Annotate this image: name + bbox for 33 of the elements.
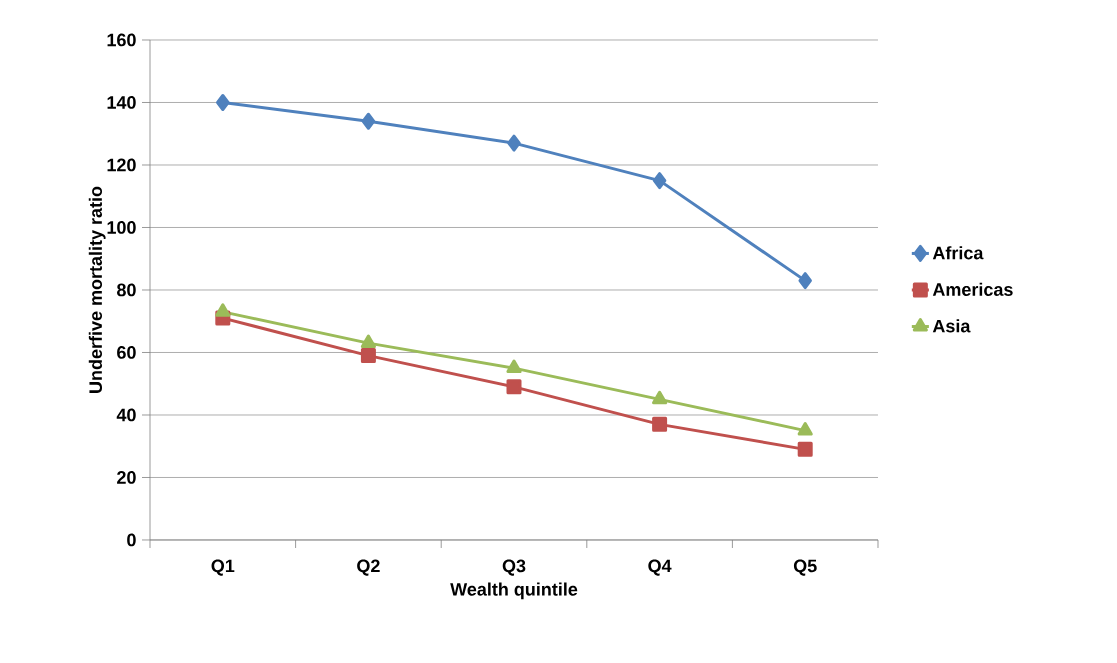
point bbox=[506, 359, 522, 374]
point bbox=[798, 272, 812, 290]
legend-label: Africa bbox=[932, 246, 984, 260]
point bbox=[652, 390, 668, 405]
x-tick-label: Q1 bbox=[211, 559, 235, 576]
y-tick-label: 0 bbox=[127, 533, 136, 547]
y-tick-label: 60 bbox=[117, 346, 136, 359]
point bbox=[652, 172, 667, 190]
point bbox=[797, 441, 813, 457]
legend-label: Asia bbox=[932, 319, 971, 333]
x-tick-label: Q2 bbox=[357, 559, 380, 576]
point bbox=[215, 303, 231, 317]
point bbox=[507, 134, 521, 152]
point bbox=[361, 112, 376, 130]
x-axis-title: Wealth quintile bbox=[450, 582, 578, 600]
point bbox=[216, 93, 230, 111]
point bbox=[652, 416, 668, 432]
x-tick-label: Q3 bbox=[502, 559, 526, 576]
point bbox=[360, 334, 376, 349]
y-tick-label: 40 bbox=[116, 408, 136, 422]
y-tick-label: 100 bbox=[107, 221, 136, 234]
y-tick-label: 20 bbox=[117, 471, 136, 484]
x-tick-label: Q4 bbox=[648, 559, 672, 576]
x-tick-label: Q5 bbox=[793, 559, 817, 576]
y-tick-label: 120 bbox=[107, 158, 136, 172]
y-tick-label: 140 bbox=[107, 96, 136, 109]
legend-label: Americas bbox=[932, 282, 1013, 296]
y-axis-title: Underfive mortality ratio bbox=[88, 186, 106, 393]
point bbox=[360, 348, 376, 364]
y-tick-label: 160 bbox=[107, 33, 136, 47]
point bbox=[506, 379, 522, 395]
point bbox=[797, 422, 813, 436]
y-tick-label: 80 bbox=[117, 283, 136, 297]
